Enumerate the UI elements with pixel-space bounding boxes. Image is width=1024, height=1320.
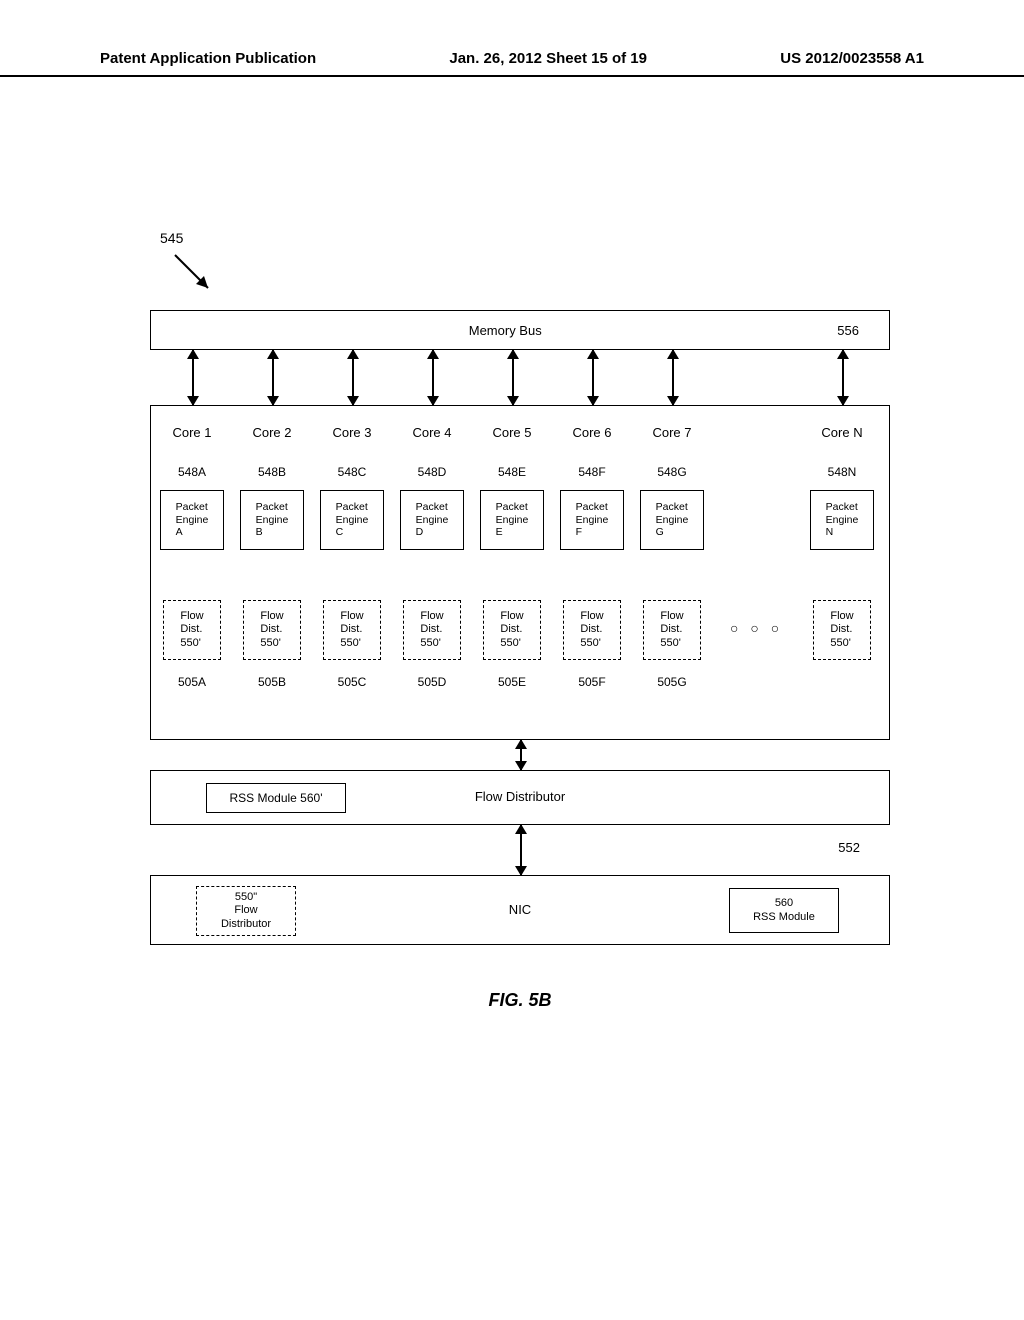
nic-row: 550" Flow Distributor NIC 560 RSS Module: [150, 875, 890, 945]
ref-548: 548A: [160, 465, 224, 479]
ref-505: 505D: [400, 675, 464, 689]
ref-548: 548F: [560, 465, 624, 479]
packet-engine-box: Packet Engine B: [240, 490, 304, 550]
flow-distributor-row: RSS Module 560' Flow Distributor: [150, 770, 890, 825]
arrow-bus-core-icon: [592, 350, 594, 405]
flow-dist-box: Flow Dist. 550': [813, 600, 871, 660]
ref-545: 545: [160, 230, 183, 246]
core-label: Core 7: [640, 425, 704, 440]
core-label: Core 1: [160, 425, 224, 440]
ref-505: 505B: [240, 675, 304, 689]
arrow-bus-core-icon: [432, 350, 434, 405]
rss-module-560-box: RSS Module 560': [206, 783, 346, 813]
header-center: Jan. 26, 2012 Sheet 15 of 19: [449, 50, 647, 67]
ellipsis-icon: ○ ○ ○: [730, 620, 783, 636]
ref-548: 548D: [400, 465, 464, 479]
core-label: Core 4: [400, 425, 464, 440]
ref-548: 548E: [480, 465, 544, 479]
core-label: Core 6: [560, 425, 624, 440]
diagram-region: Memory Bus 556 Core 1 548A Packet Engine A…: [150, 310, 890, 990]
ref-552: 552: [838, 840, 860, 855]
packet-engine-box: Packet Engine C: [320, 490, 384, 550]
ref-548: 548N: [810, 465, 874, 479]
arrow-flowdist-nic-icon: [520, 825, 522, 875]
nic-label: NIC: [509, 902, 531, 917]
arrow-cores-flowdist-icon: [520, 740, 522, 770]
flow-distributor-550-label: 550" Flow Distributor: [221, 891, 271, 931]
packet-engine-box: Packet Engine E: [480, 490, 544, 550]
packet-engine-box: Packet Engine A: [160, 490, 224, 550]
flow-dist-box: Flow Dist. 550': [563, 600, 621, 660]
rss-module-560-label: RSS Module 560': [229, 791, 322, 805]
header-left: Patent Application Publication: [100, 50, 316, 67]
arrow-bus-core-icon: [272, 350, 274, 405]
ref-505: 505C: [320, 675, 384, 689]
packet-engine-box: Packet Engine G: [640, 490, 704, 550]
rss-module-560b-box: 560 RSS Module: [729, 888, 839, 933]
packet-engine-box: Packet Engine D: [400, 490, 464, 550]
arrow-bus-core-icon: [512, 350, 514, 405]
ref-548: 548C: [320, 465, 384, 479]
ref-556: 556: [837, 323, 859, 338]
memory-bus-label: Memory Bus: [469, 323, 542, 338]
page-header: Patent Application Publication Jan. 26, …: [0, 50, 1024, 77]
ref-505: 505E: [480, 675, 544, 689]
core-label: Core 3: [320, 425, 384, 440]
memory-bus-box: Memory Bus 556: [150, 310, 890, 350]
arrow-bus-core-icon: [352, 350, 354, 405]
figure-caption: FIG. 5B: [488, 990, 551, 1011]
cores-box: [150, 405, 890, 740]
arrow-bus-core-icon: [842, 350, 844, 405]
packet-engine-box: Packet Engine F: [560, 490, 624, 550]
rss-module-560b-label: 560 RSS Module: [753, 897, 815, 923]
core-label: Core 5: [480, 425, 544, 440]
flow-dist-box: Flow Dist. 550': [403, 600, 461, 660]
flow-dist-box: Flow Dist. 550': [163, 600, 221, 660]
flow-dist-box: Flow Dist. 550': [483, 600, 541, 660]
flow-dist-box: Flow Dist. 550': [243, 600, 301, 660]
ref-505: 505A: [160, 675, 224, 689]
core-label: Core N: [810, 425, 874, 440]
flow-dist-box: Flow Dist. 550': [643, 600, 701, 660]
flow-dist-box: Flow Dist. 550': [323, 600, 381, 660]
flow-distributor-550-box: 550" Flow Distributor: [196, 886, 296, 936]
header-right: US 2012/0023558 A1: [780, 50, 924, 67]
ref-548: 548G: [640, 465, 704, 479]
packet-engine-box: Packet Engine N: [810, 490, 874, 550]
arrow-bus-core-icon: [192, 350, 194, 405]
core-label: Core 2: [240, 425, 304, 440]
arrow-bus-core-icon: [672, 350, 674, 405]
arrow-545-icon: [170, 250, 220, 300]
flow-distributor-label: Flow Distributor: [475, 789, 565, 804]
ref-505: 505F: [560, 675, 624, 689]
ref-548: 548B: [240, 465, 304, 479]
ref-505: 505G: [640, 675, 704, 689]
